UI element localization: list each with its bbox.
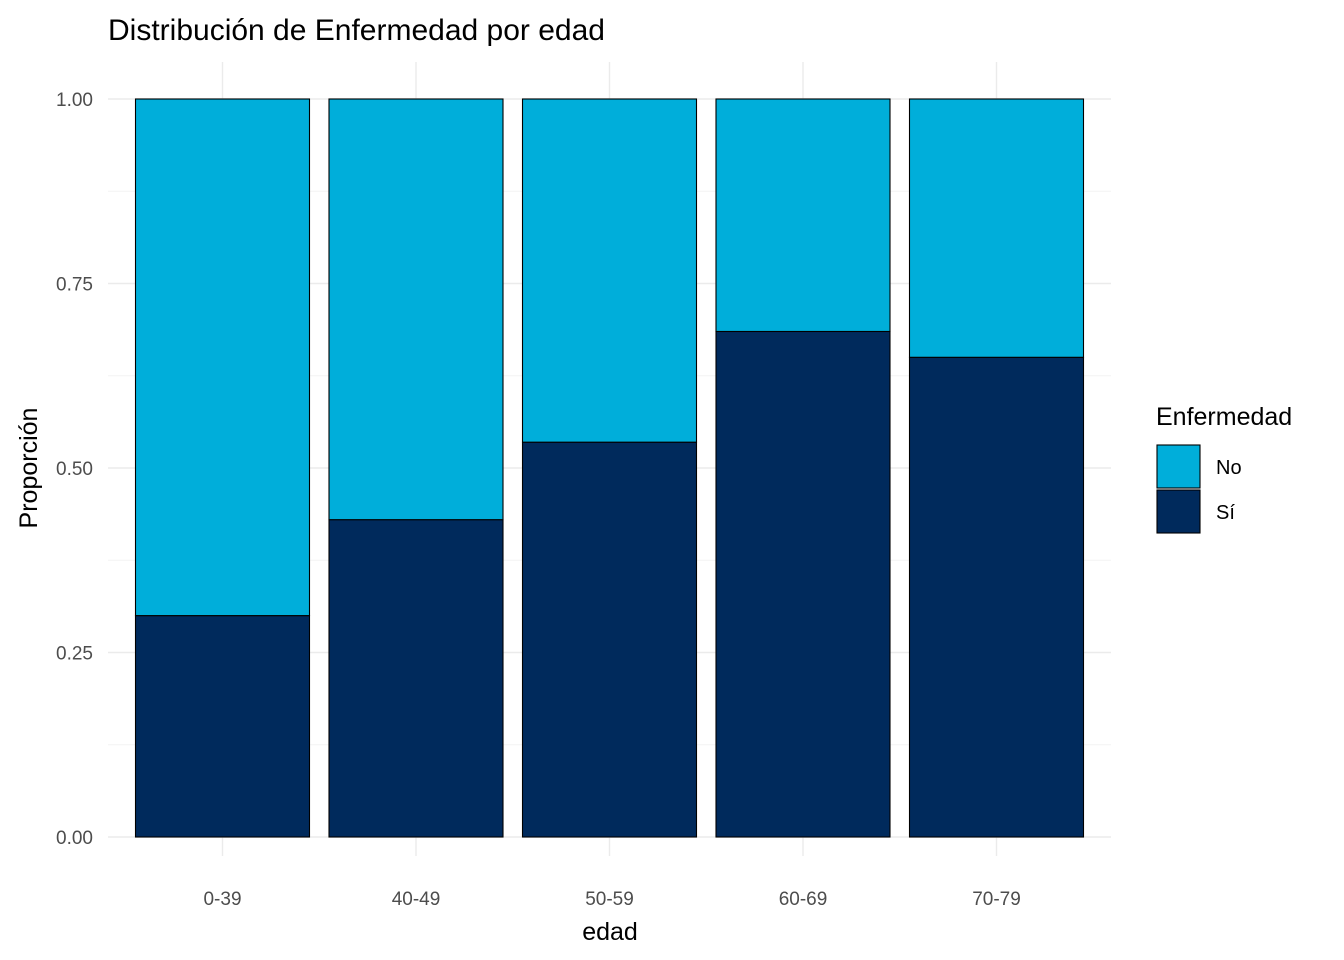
legend-label: Sí — [1216, 502, 1235, 524]
x-axis-ticks: 0-39 40-49 50-59 60-69 70-79 — [203, 889, 1020, 910]
legend-key — [1156, 489, 1201, 534]
y-axis-title: Proporción — [15, 408, 43, 529]
y-tick-label: 0.25 — [56, 644, 93, 665]
bar-si-70-79 — [908, 356, 1085, 838]
bar-si-0-39 — [134, 615, 311, 838]
bar-no-0-39 — [134, 98, 311, 617]
y-tick-label: 0.50 — [56, 459, 93, 480]
x-tick-label: 50-59 — [585, 889, 634, 910]
y-tick-label: 0.00 — [56, 828, 93, 849]
y-tick-label: 0.75 — [56, 275, 93, 296]
bar-no-60-69 — [715, 98, 891, 333]
bar-si-40-49 — [328, 519, 504, 838]
x-tick-label: 0-39 — [203, 889, 241, 910]
x-axis-title: edad — [582, 918, 638, 946]
legend-key — [1156, 444, 1201, 489]
x-tick-label: 70-79 — [972, 889, 1021, 910]
bar-no-70-79 — [908, 98, 1085, 358]
y-axis-ticks: 0.00 0.25 0.50 0.75 1.00 — [56, 90, 93, 849]
legend-label: No — [1216, 457, 1242, 479]
chart-title: Distribución de Enfermedad por edad — [108, 14, 605, 47]
bar-si-60-69 — [715, 330, 891, 838]
bars — [134, 98, 1085, 838]
y-tick-label: 1.00 — [56, 90, 93, 111]
x-tick-label: 60-69 — [779, 889, 828, 910]
legend: Enfermedad No Sí — [1156, 403, 1292, 534]
legend-title: Enfermedad — [1156, 403, 1292, 431]
x-tick-label: 40-49 — [392, 889, 441, 910]
bar-no-50-59 — [521, 98, 698, 443]
bar-no-40-49 — [328, 98, 504, 521]
bar-si-50-59 — [521, 441, 698, 838]
